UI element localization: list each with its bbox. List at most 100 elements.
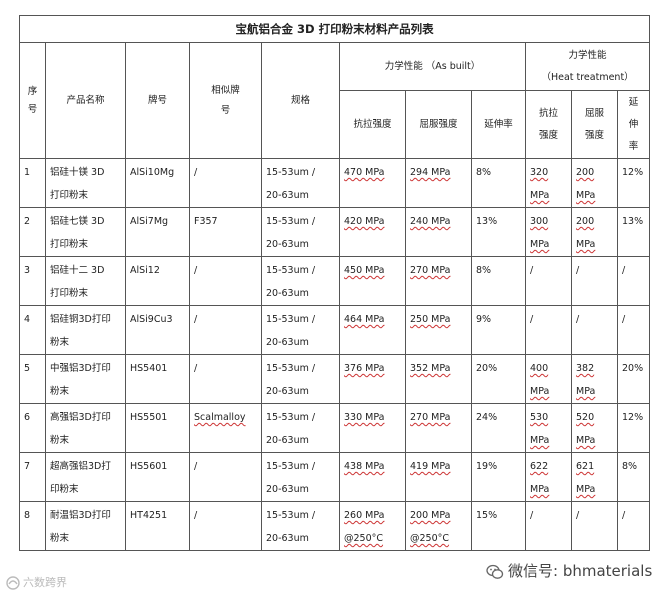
cell-heat-yield: 520 MPa [571, 403, 618, 453]
table-row: 5 中强铝3D打印粉末 HS5401/15-53um /20-63um 376 MPa… [19, 354, 651, 404]
header-heat-treatment: 力学性能 （Heat treatment） [524, 42, 651, 91]
header-grade: 牌号 [125, 42, 190, 159]
cell-grade: AlSi10Mg [125, 158, 190, 208]
product-table: 宝航铝合金 3D 打印粉末材料产品列表 序号 产品名称 牌号 相似牌号 规格 力… [18, 15, 651, 551]
cell-tensile: 330 MPa [339, 403, 406, 453]
cell-heat-tensile: / [525, 256, 572, 306]
cell-heat-elongation: 20% [616, 354, 651, 404]
cell-name: 铝硅十镁 3D 打印粉末 [45, 158, 126, 208]
watermark-right-text: 微信号: bhmaterials [508, 562, 653, 580]
cell-name: 耐温铝3D打印粉末 [45, 501, 126, 551]
cell-seq: 2 [19, 207, 46, 257]
wechat-icon [486, 564, 504, 579]
cell-elongation: 13% [471, 207, 526, 257]
cell-seq: 8 [19, 501, 46, 551]
cell-spec: 15-53um /20-63um [261, 158, 340, 208]
table-row: 4 铝硅铜3D打印粉末 AlSi9Cu3/15-53um /20-63um 464 M… [19, 305, 651, 355]
brand-swirl-icon [6, 576, 20, 590]
header-similar: 相似牌号 [189, 42, 262, 159]
table-row: 7 超高强铝3D打印粉末 HS5601/15-53um /20-63um 438 MP… [19, 452, 651, 502]
cell-similar: / [189, 452, 262, 502]
cell-tensile: 438 MPa [339, 452, 406, 502]
cell-heat-elongation: 12% [616, 158, 651, 208]
cell-heat-elongation: / [616, 256, 651, 306]
cell-name: 铝硅七镁 3D 打印粉末 [45, 207, 126, 257]
cell-elongation: 8% [471, 158, 526, 208]
cell-name: 超高强铝3D打印粉末 [45, 452, 126, 502]
table-row: 3 铝硅十二 3D 打印粉末 AlSi12 / 15-53um /20-63um 450 … [19, 256, 651, 306]
cell-heat-elongation: 13% [616, 207, 651, 257]
cell-heat-tensile: 530 MPa [525, 403, 572, 453]
header-as-built: 力学性能 （As built） [339, 42, 526, 91]
cell-heat-yield: 621 MPa [571, 452, 618, 502]
watermark-left: 六数跨界 [6, 574, 67, 590]
cell-heat-elongation: 8% [616, 452, 651, 502]
cell-heat-tensile: / [525, 501, 572, 551]
header-heat-tensile: 抗拉强度 [525, 90, 572, 159]
header-heat-elongation: 延伸率 [616, 90, 651, 159]
cell-tensile: 420 MPa [339, 207, 406, 257]
cell-heat-yield: 200 MPa [571, 207, 618, 257]
cell-seq: 4 [19, 305, 46, 355]
cell-similar: / [189, 158, 262, 208]
watermark-right: 微信号: bhmaterials [486, 560, 652, 581]
cell-grade: HS5601 [125, 452, 190, 502]
cell-similar: Scalmalloy [189, 403, 262, 453]
cell-tensile: 464 MPa [339, 305, 406, 355]
cell-yield: 352 MPa [405, 354, 472, 404]
cell-elongation: 19% [471, 452, 526, 502]
cell-heat-tensile: 622 MPa [525, 452, 572, 502]
cell-seq: 3 [19, 256, 46, 306]
cell-elongation: 15% [471, 501, 526, 551]
cell-name: 铝硅十二 3D 打印粉末 [45, 256, 126, 306]
header-heat-yield: 屈服强度 [571, 90, 618, 159]
cell-heat-yield: 200 MPa [571, 158, 618, 208]
cell-tensile: 470 MPa [339, 158, 406, 208]
cell-elongation: 24% [471, 403, 526, 453]
cell-grade: HS5501 [125, 403, 190, 453]
cell-seq: 7 [19, 452, 46, 502]
cell-yield: 250 MPa [405, 305, 472, 355]
table-row: 1 铝硅十镁 3D 打印粉末 AlSi10Mg/15-53um /20-63um 47… [19, 158, 651, 208]
cell-yield: 270 MPa [405, 256, 472, 306]
cell-spec: 15-53um /20-63um [261, 452, 340, 502]
cell-heat-yield: / [571, 305, 618, 355]
cell-similar: F357 [189, 207, 262, 257]
cell-similar: / [189, 354, 262, 404]
cell-heat-elongation: 12% [616, 403, 651, 453]
header-spec: 规格 [261, 42, 340, 159]
cell-spec: 15-53um /20-63um [261, 305, 340, 355]
header-elongation: 延伸率 [471, 90, 526, 159]
cell-heat-tensile: / [525, 305, 572, 355]
cell-tensile: 450 MPa [339, 256, 406, 306]
cell-spec: 15-53um /20-63um [261, 354, 340, 404]
header-tensile: 抗拉强度 [339, 90, 406, 159]
table-row: 2 铝硅七镁 3D 打印粉末 AlSi7Mg F357 15-53um /20-63um… [19, 207, 651, 257]
cell-elongation: 8% [471, 256, 526, 306]
cell-heat-elongation: / [616, 501, 651, 551]
cell-seq: 1 [19, 158, 46, 208]
cell-yield: 294 MPa [405, 158, 472, 208]
cell-grade: AlSi7Mg [125, 207, 190, 257]
table-title: 宝航铝合金 3D 打印粉末材料产品列表 [18, 15, 651, 43]
header-yield: 屈服强度 [405, 90, 472, 159]
cell-grade: HT4251 [125, 501, 190, 551]
cell-yield: 240 MPa [405, 207, 472, 257]
cell-elongation: 20% [471, 354, 526, 404]
cell-yield: 270 MPa [405, 403, 472, 453]
cell-seq: 5 [19, 354, 46, 404]
cell-spec: 15-53um /20-63um [261, 256, 340, 306]
cell-heat-tensile: 300 MPa [525, 207, 572, 257]
table-row: 6 高强铝3D打印粉末 HS5501 Scalmalloy 15-53um /20-63… [19, 403, 651, 453]
cell-yield: 419 MPa [405, 452, 472, 502]
cell-grade: AlSi12 [125, 256, 190, 306]
cell-heat-tensile: 320 MPa [525, 158, 572, 208]
cell-heat-yield: 382 MPa [571, 354, 618, 404]
table-row: 8 耐温铝3D打印粉末 HT4251/15-53um /20-63um 260 MPa… [19, 501, 651, 551]
cell-grade: AlSi9Cu3 [125, 305, 190, 355]
cell-similar: / [189, 501, 262, 551]
cell-name: 中强铝3D打印粉末 [45, 354, 126, 404]
cell-heat-elongation: / [616, 305, 651, 355]
cell-heat-yield: / [571, 256, 618, 306]
header-seq: 序号 [19, 42, 46, 159]
